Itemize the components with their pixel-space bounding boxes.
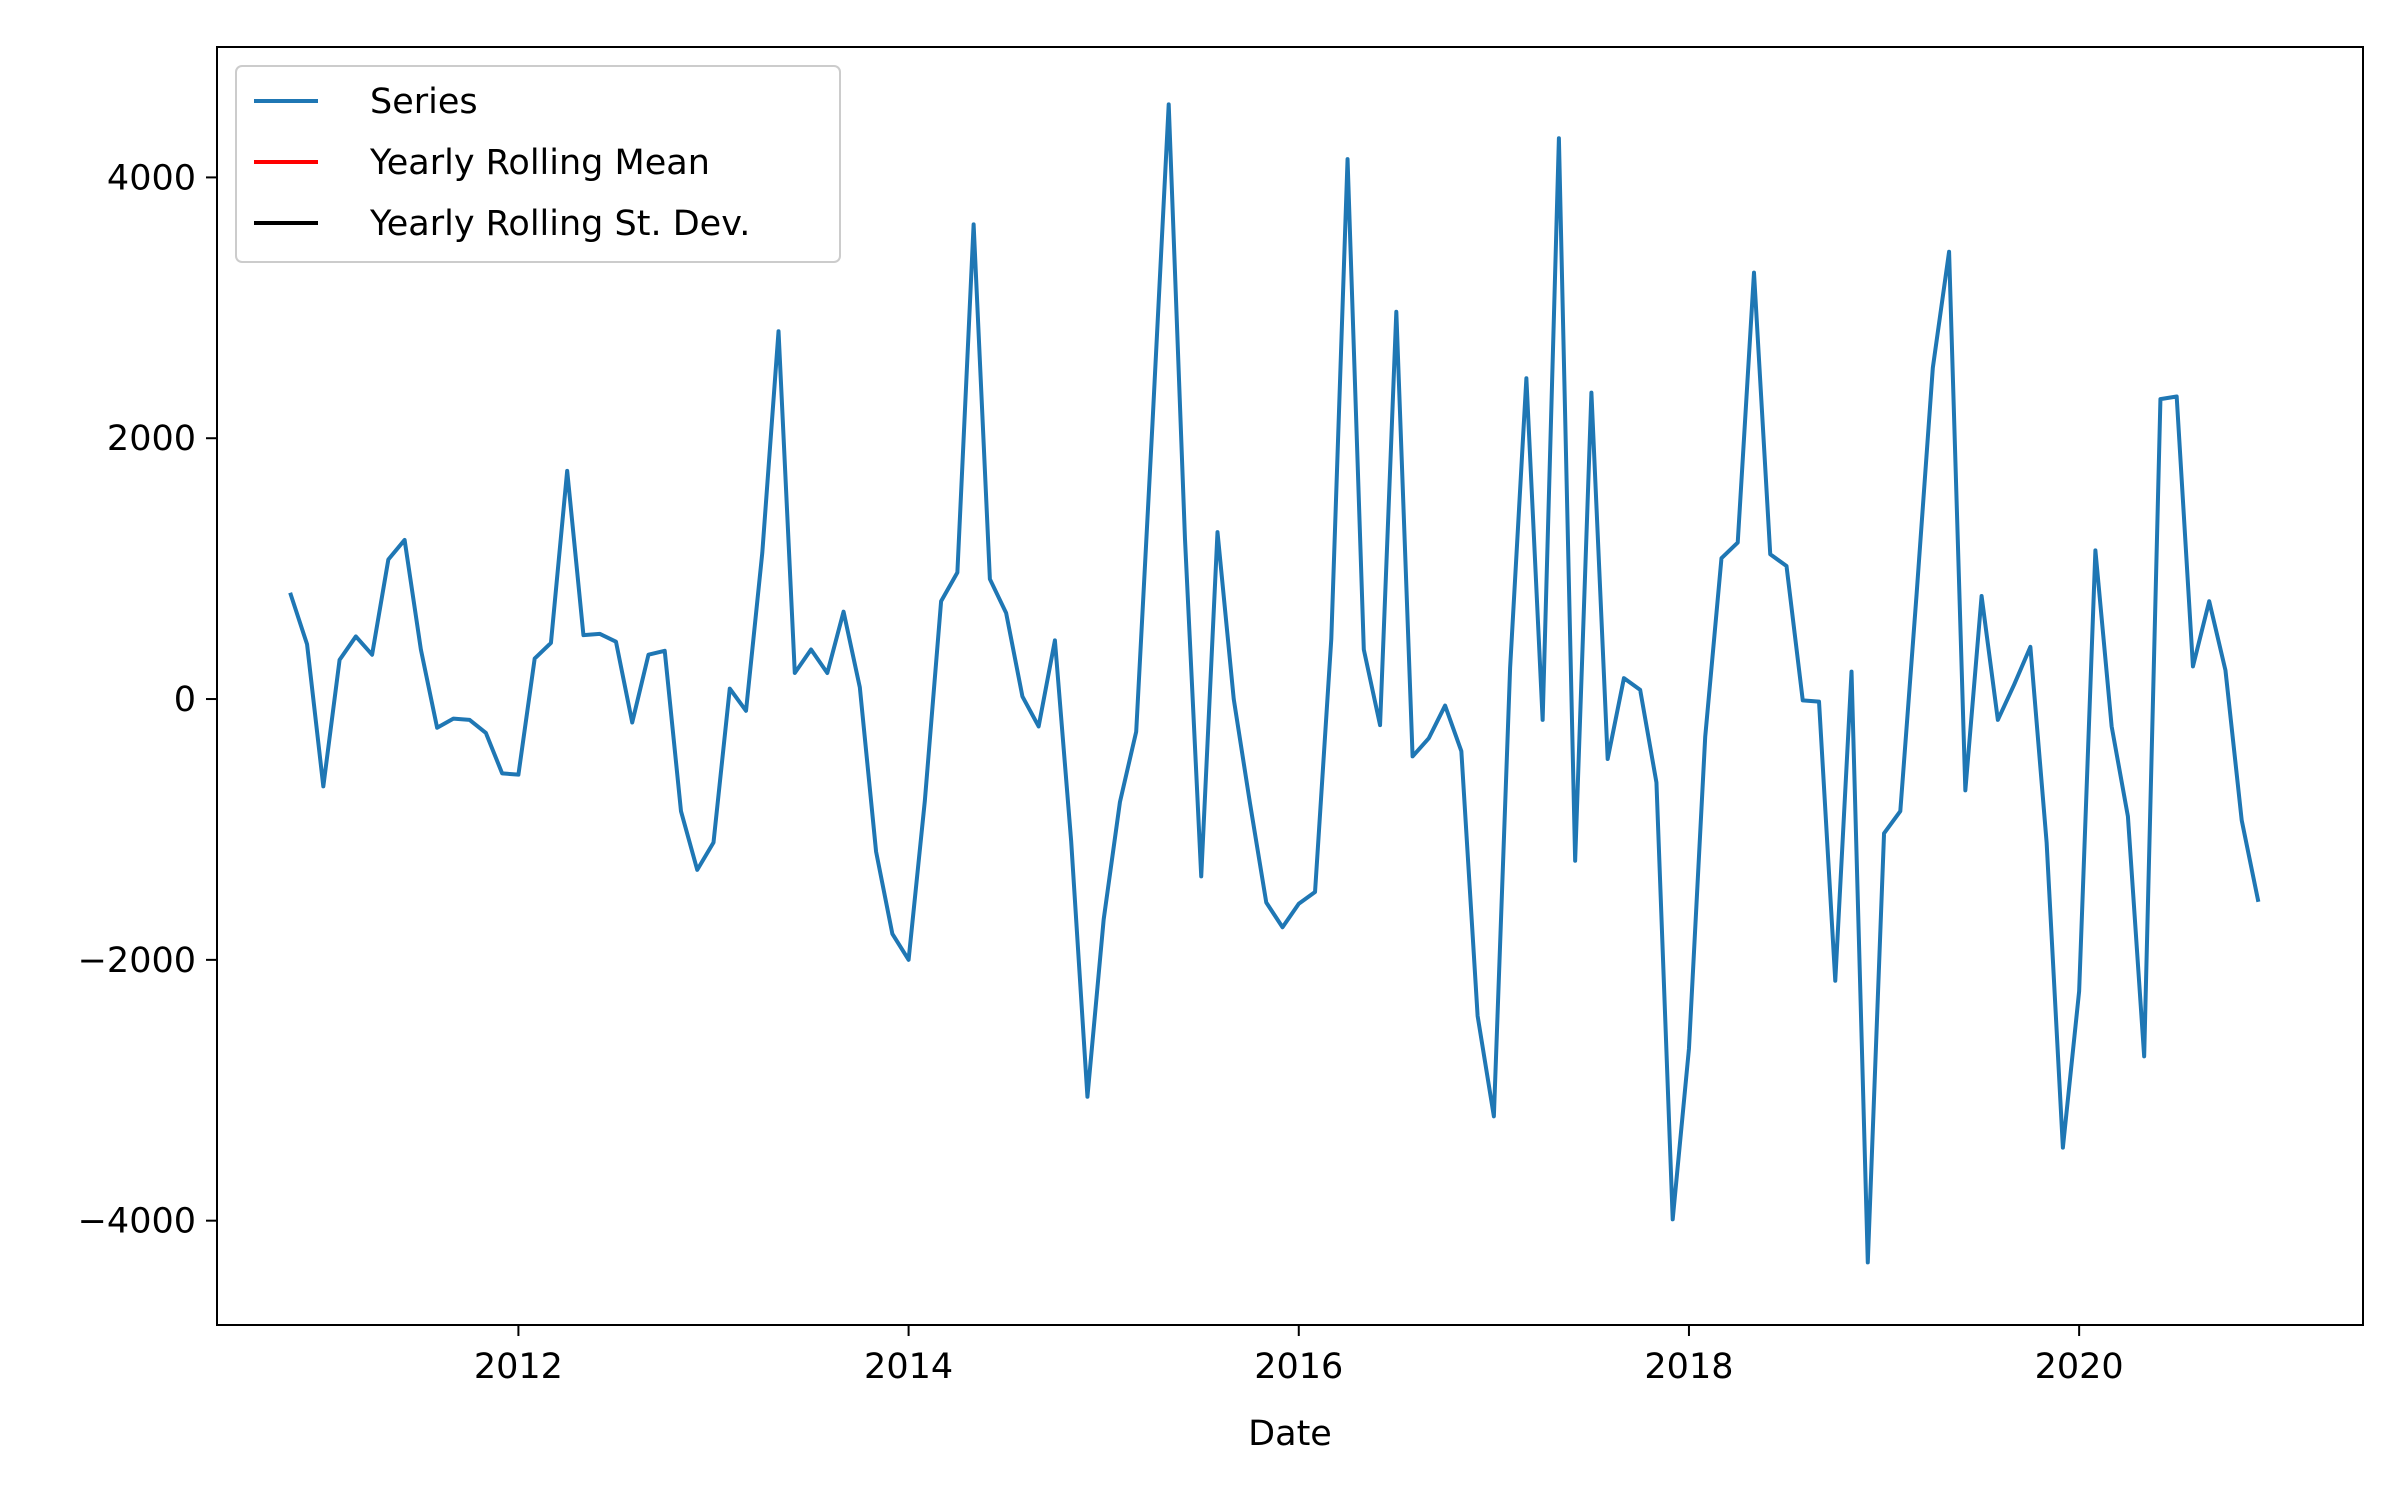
y-tick-label: 0 bbox=[174, 680, 196, 720]
y-tick-label: −2000 bbox=[78, 941, 196, 981]
x-tick-label: 2014 bbox=[864, 1347, 953, 1387]
x-tick-label: 2020 bbox=[2035, 1347, 2124, 1387]
legend: Series Yearly Rolling Mean Yearly Rolling … bbox=[235, 65, 841, 263]
x-tick-label: 2012 bbox=[474, 1347, 563, 1387]
y-tick-label: 2000 bbox=[107, 419, 196, 459]
legend-label: Yearly Rolling Mean bbox=[369, 143, 710, 183]
plot-area-frame bbox=[216, 46, 2364, 1326]
series-line-0 bbox=[288, 102, 2261, 1265]
x-tick-label: 2016 bbox=[1254, 1347, 1343, 1387]
y-tick-label: 4000 bbox=[107, 158, 196, 198]
legend-box bbox=[235, 65, 841, 263]
legend-label: Series bbox=[370, 82, 478, 122]
x-tick-label: 2018 bbox=[1644, 1347, 1733, 1387]
y-tick-label: −4000 bbox=[78, 1202, 196, 1242]
x-axis-label: Date bbox=[1248, 1414, 1332, 1454]
legend-label: Yearly Rolling St. Dev. bbox=[369, 204, 750, 244]
